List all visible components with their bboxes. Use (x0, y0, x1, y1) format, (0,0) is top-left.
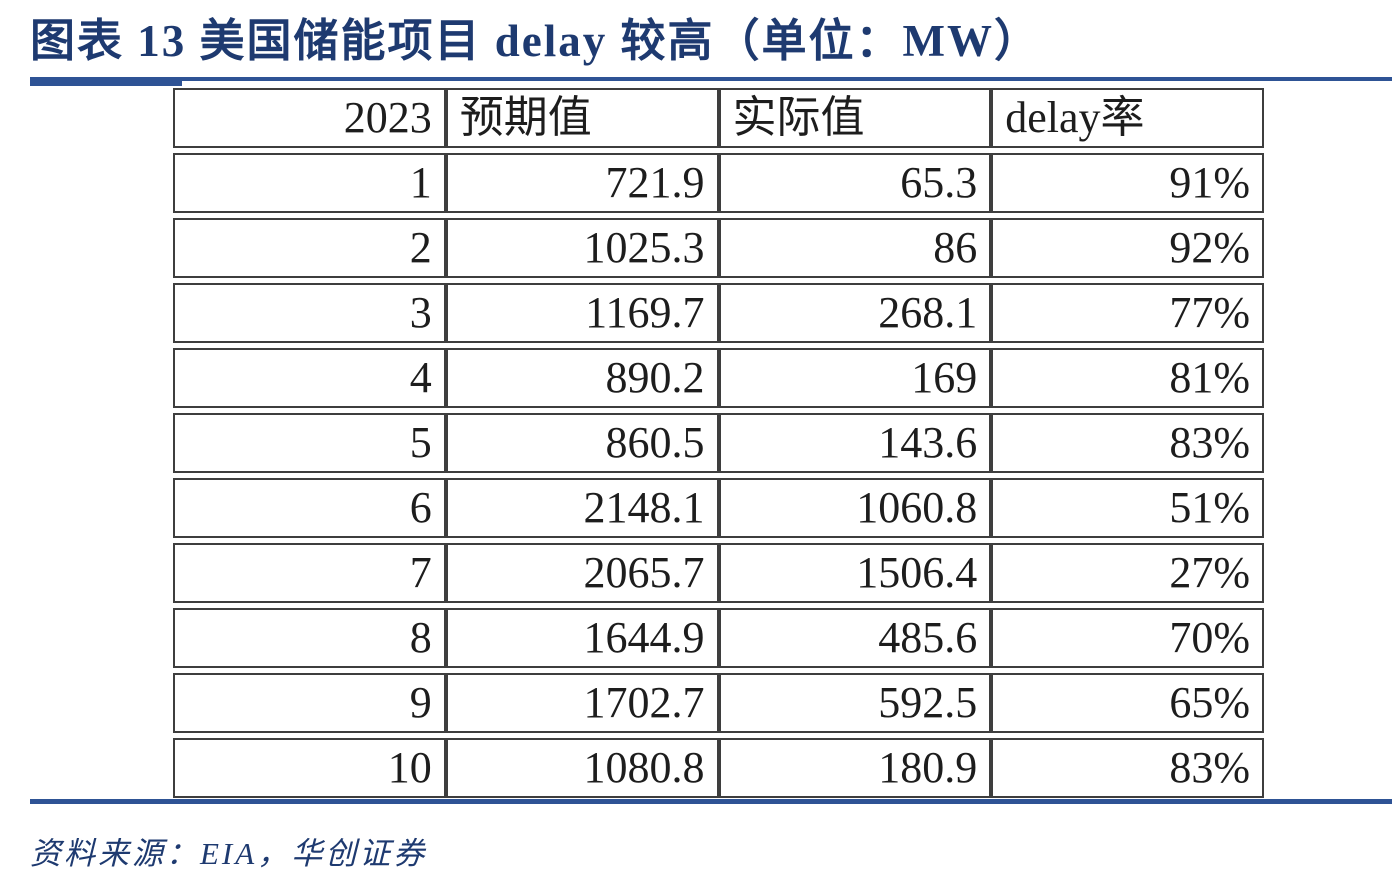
cell: 721.9 (445, 153, 719, 213)
column-header: 实际值 (718, 88, 992, 148)
figure-title: 图表 13 美国储能项目 delay 较高（单位：MW） (30, 16, 1041, 66)
cell: 592.5 (718, 673, 992, 733)
cell: 3 (173, 283, 446, 343)
table-row: 3 1169.7 268.1 77% (173, 283, 1264, 343)
cell: 180.9 (718, 738, 992, 798)
data-table: 2023 预期值 实际值 delay率 1 721.9 65.3 91% 2 1025.3 86 9… (173, 83, 1264, 803)
source-note: 资料来源：EIA，华创证券 (30, 836, 428, 871)
cell: 8 (173, 608, 446, 668)
cell: 2148.1 (445, 478, 719, 538)
table-header: 2023 预期值 实际值 delay率 (173, 88, 1264, 148)
cell: 2065.7 (445, 543, 719, 603)
table-body: 1 721.9 65.3 91% 2 1025.3 86 92% 3 1169.7 268.1 77%… (173, 153, 1264, 798)
header-row: 2023 预期值 实际值 delay率 (173, 88, 1264, 148)
cell: 268.1 (718, 283, 992, 343)
cell: 860.5 (445, 413, 719, 473)
cell: 65% (991, 673, 1264, 733)
cell: 1080.8 (445, 738, 719, 798)
cell: 143.6 (718, 413, 992, 473)
cell: 10 (173, 738, 446, 798)
cell: 91% (991, 153, 1264, 213)
title-divider-accent (30, 77, 182, 86)
cell: 1506.4 (718, 543, 992, 603)
table-row: 6 2148.1 1060.8 51% (173, 478, 1264, 538)
cell: 169 (718, 348, 992, 408)
cell: 7 (173, 543, 446, 603)
table-row: 7 2065.7 1506.4 27% (173, 543, 1264, 603)
cell: 1025.3 (445, 218, 719, 278)
cell: 70% (991, 608, 1264, 668)
table-row: 2 1025.3 86 92% (173, 218, 1264, 278)
cell: 5 (173, 413, 446, 473)
cell: 1169.7 (445, 283, 719, 343)
cell: 83% (991, 738, 1264, 798)
table-bottom-line (30, 799, 1392, 804)
cell: 890.2 (445, 348, 719, 408)
cell: 92% (991, 218, 1264, 278)
cell: 9 (173, 673, 446, 733)
cell: 83% (991, 413, 1264, 473)
cell: 27% (991, 543, 1264, 603)
cell: 1060.8 (718, 478, 992, 538)
cell: 2 (173, 218, 446, 278)
table-row: 8 1644.9 485.6 70% (173, 608, 1264, 668)
title-divider-line (30, 77, 1392, 81)
table-row: 5 860.5 143.6 83% (173, 413, 1264, 473)
table-row: 10 1080.8 180.9 83% (173, 738, 1264, 798)
cell: 77% (991, 283, 1264, 343)
column-header: 预期值 (445, 88, 719, 148)
cell: 1644.9 (445, 608, 719, 668)
cell: 1 (173, 153, 446, 213)
cell: 51% (991, 478, 1264, 538)
table-row: 1 721.9 65.3 91% (173, 153, 1264, 213)
cell: 6 (173, 478, 446, 538)
cell: 86 (718, 218, 992, 278)
table-row: 9 1702.7 592.5 65% (173, 673, 1264, 733)
cell: 4 (173, 348, 446, 408)
column-header: delay率 (991, 88, 1264, 148)
cell: 1702.7 (445, 673, 719, 733)
cell: 81% (991, 348, 1264, 408)
cell: 485.6 (718, 608, 992, 668)
cell: 65.3 (718, 153, 992, 213)
table-row: 4 890.2 169 81% (173, 348, 1264, 408)
column-header: 2023 (173, 88, 446, 148)
